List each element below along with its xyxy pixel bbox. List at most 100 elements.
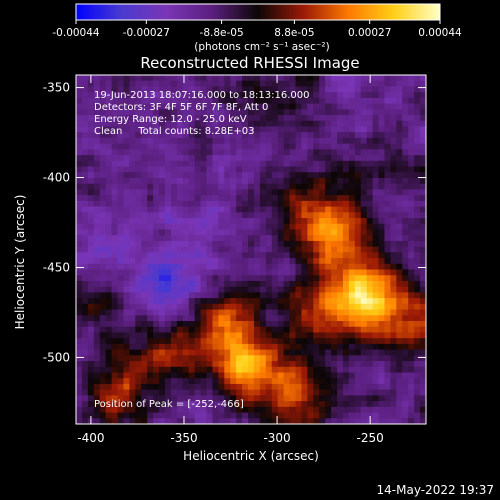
heatmap-cell — [342, 275, 350, 282]
heatmap-cell — [283, 349, 291, 356]
heatmap-cell — [253, 406, 261, 414]
heatmap-cell — [135, 298, 142, 305]
heatmap-cell — [283, 120, 291, 128]
heatmap-cell — [378, 75, 386, 82]
heatmap-cell — [123, 97, 130, 105]
heatmap-cell — [414, 326, 421, 334]
heatmap-cell — [283, 223, 291, 231]
heatmap-cell — [182, 343, 190, 351]
heatmap-cell — [164, 292, 172, 299]
heatmap-cell — [81, 343, 89, 351]
heatmap-cell — [129, 218, 136, 225]
heatmap-cell — [331, 321, 338, 328]
heatmap-cell — [164, 263, 172, 271]
heatmap-cell — [99, 189, 107, 196]
heatmap-cell — [289, 361, 297, 368]
heatmap-cell — [230, 338, 237, 345]
heatmap-cell — [402, 86, 409, 93]
heatmap-cell — [295, 246, 303, 253]
heatmap-cell — [242, 195, 249, 202]
heatmap-cell — [265, 75, 273, 82]
heatmap-cell — [408, 200, 415, 208]
heatmap-cell — [337, 80, 344, 88]
heatmap-cell — [408, 349, 415, 356]
heatmap-cell — [93, 218, 101, 225]
heatmap-cell — [105, 218, 113, 225]
heatmap-cell — [248, 109, 255, 116]
heatmap-cell — [271, 252, 279, 259]
heatmap-cell — [135, 315, 142, 322]
heatmap-cell — [384, 246, 391, 253]
heatmap-cell — [360, 321, 368, 328]
heatmap-cell — [354, 326, 362, 334]
heatmap-cell — [253, 349, 261, 356]
heatmap-cell — [259, 229, 267, 236]
heatmap-cell — [182, 332, 190, 339]
heatmap-cell — [259, 372, 267, 379]
heatmap-cell — [259, 309, 267, 316]
heatmap-cell — [135, 258, 142, 265]
heatmap-cell — [378, 269, 386, 276]
heatmap-cell — [159, 298, 166, 305]
heatmap-cell — [331, 286, 338, 294]
heatmap-cell — [319, 389, 326, 396]
heatmap-cell — [277, 149, 285, 156]
heatmap-cell — [93, 303, 101, 311]
heatmap-cell — [331, 332, 338, 339]
heatmap-cell — [153, 263, 160, 271]
heatmap-cell — [230, 212, 237, 219]
heatmap-cell — [212, 183, 219, 191]
heatmap-cell — [277, 86, 285, 93]
heatmap-cell — [206, 235, 214, 242]
heatmap-cell — [265, 349, 273, 356]
heatmap-cell — [408, 103, 415, 110]
heatmap-cell — [378, 183, 386, 191]
heatmap-cell — [194, 269, 202, 276]
heatmap-cell — [259, 252, 267, 259]
heatmap-cell — [81, 103, 89, 110]
heatmap-cell — [348, 246, 356, 253]
heatmap-cell — [224, 280, 231, 288]
heatmap-cell — [164, 206, 172, 213]
heatmap-cell — [289, 206, 297, 213]
heatmap-cell — [194, 332, 202, 339]
heatmap-cell — [301, 349, 308, 356]
heatmap-cell — [313, 412, 320, 419]
heatmap-cell — [283, 177, 291, 185]
heatmap-cell — [81, 263, 89, 271]
heatmap-cell — [354, 383, 362, 391]
heatmap-cell — [111, 321, 119, 328]
heatmap-cell — [307, 332, 314, 339]
heatmap-cell — [123, 229, 130, 236]
heatmap-cell — [360, 326, 368, 334]
heatmap-cell — [206, 349, 214, 356]
heatmap-cell — [360, 349, 368, 356]
heatmap-cell — [396, 120, 403, 128]
heatmap-cell — [164, 132, 172, 139]
heatmap-cell — [182, 75, 190, 82]
heatmap-cell — [337, 349, 344, 356]
heatmap-cell — [289, 177, 297, 185]
heatmap-cell — [99, 149, 107, 156]
heatmap-cell — [408, 75, 415, 82]
heatmap-cell — [141, 252, 148, 259]
heatmap-cell — [307, 298, 314, 305]
heatmap-cell — [117, 126, 125, 133]
heatmap-cell — [93, 389, 101, 396]
heatmap-cell — [111, 263, 119, 271]
heatmap-cell — [159, 212, 166, 219]
heatmap-cell — [366, 401, 374, 408]
heatmap-cell — [295, 80, 303, 88]
heatmap-cell — [348, 229, 356, 236]
heatmap-cell — [129, 366, 136, 374]
heatmap-cell — [289, 269, 297, 276]
heatmap-cell — [76, 406, 83, 414]
heatmap-cell — [396, 109, 403, 116]
heatmap-cell — [164, 389, 172, 396]
annotation-clean-counts: Clean Total counts: 8.28E+03 — [94, 126, 254, 137]
heatmap-cell — [342, 189, 350, 196]
heatmap-cell — [93, 240, 101, 248]
heatmap-cell — [384, 137, 391, 145]
heatmap-cell — [319, 401, 326, 408]
heatmap-cell — [194, 195, 202, 202]
